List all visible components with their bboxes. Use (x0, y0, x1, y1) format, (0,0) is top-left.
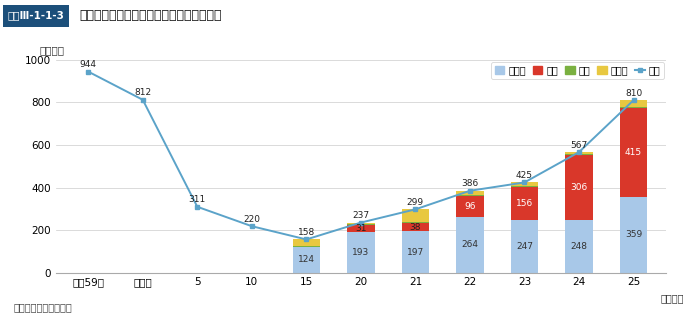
Text: 247: 247 (516, 242, 533, 251)
Text: 944: 944 (80, 60, 96, 69)
Text: 158: 158 (298, 228, 315, 237)
Text: 264: 264 (462, 241, 478, 250)
Text: 415: 415 (625, 148, 642, 157)
Bar (402, 222, 429, 223)
Text: 359: 359 (625, 230, 642, 239)
Text: 248: 248 (570, 242, 588, 251)
Bar (347, 225, 375, 232)
Bar (511, 182, 538, 186)
Text: 237: 237 (353, 211, 369, 220)
Text: 810: 810 (625, 89, 642, 98)
Bar (620, 108, 648, 197)
Text: 567: 567 (570, 141, 588, 149)
Text: （年度）: （年度） (661, 294, 684, 303)
Text: （注）冷戦期のピーク: （注）冷戦期のピーク (14, 302, 73, 312)
Bar (402, 209, 429, 222)
Text: 156: 156 (516, 199, 533, 208)
Legend: ロシア, 中国, 台湾, その他, 合計: ロシア, 中国, 台湾, その他, 合計 (491, 62, 664, 79)
Bar (620, 107, 648, 108)
Bar (347, 224, 375, 225)
Bar (293, 240, 320, 246)
Bar (347, 232, 375, 273)
Bar (402, 223, 429, 231)
Text: （回数）: （回数） (39, 46, 64, 55)
Text: 306: 306 (570, 183, 588, 192)
Text: 124: 124 (298, 256, 315, 264)
Text: 812: 812 (134, 88, 151, 97)
Text: 193: 193 (353, 248, 369, 257)
FancyBboxPatch shape (3, 5, 69, 27)
Text: 31: 31 (355, 224, 366, 233)
Bar (566, 220, 593, 273)
Bar (566, 155, 593, 220)
Text: 425: 425 (516, 171, 533, 180)
Bar (511, 220, 538, 273)
Bar (511, 186, 538, 187)
Bar (620, 197, 648, 273)
Bar (293, 246, 320, 247)
Text: 299: 299 (407, 198, 424, 207)
Text: 図表Ⅲ-1-1-3: 図表Ⅲ-1-1-3 (8, 10, 65, 20)
Text: 38: 38 (409, 223, 421, 231)
Bar (402, 231, 429, 273)
Bar (293, 247, 320, 273)
Text: 冷戦期以降の緊急発進実施回数とその内訳: 冷戦期以降の緊急発進実施回数とその内訳 (80, 8, 222, 22)
Bar (566, 152, 593, 154)
Bar (620, 100, 648, 107)
Bar (566, 154, 593, 155)
Bar (457, 217, 484, 273)
Bar (457, 196, 484, 217)
Bar (457, 195, 484, 196)
Text: 96: 96 (464, 202, 475, 211)
Bar (457, 191, 484, 195)
Text: 311: 311 (189, 195, 206, 204)
Bar (511, 187, 538, 220)
Bar (347, 223, 375, 224)
Text: 197: 197 (407, 248, 424, 257)
Text: 386: 386 (462, 179, 479, 188)
Text: 220: 220 (244, 215, 260, 224)
